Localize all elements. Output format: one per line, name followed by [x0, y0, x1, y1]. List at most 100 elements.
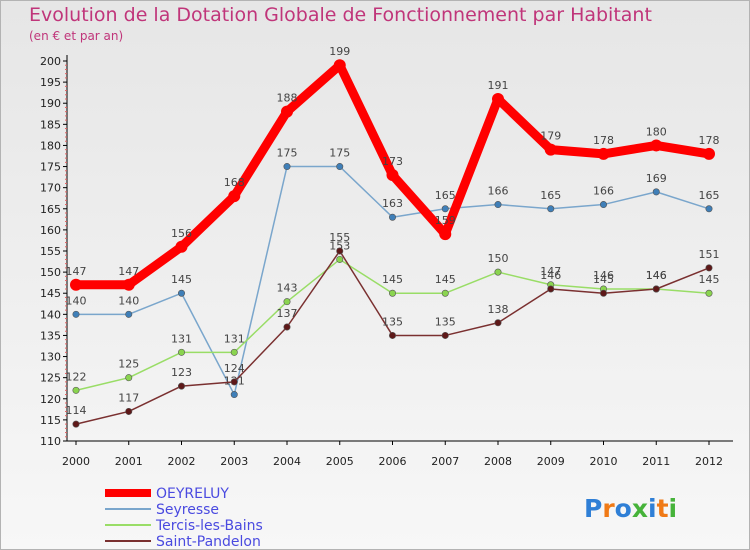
data-label-tercis-les-bains: 153	[329, 239, 350, 252]
data-point-saint-pandelon	[705, 264, 713, 272]
data-label-seyresse: 163	[382, 197, 403, 210]
data-point-seyresse	[388, 213, 396, 221]
x-tick-label: 2011	[642, 455, 670, 468]
data-point-oeyreluy	[703, 147, 715, 160]
x-tick-label: 2010	[590, 455, 618, 468]
data-label-saint-pandelon: 117	[118, 391, 139, 404]
x-tick-label: 2007	[431, 455, 459, 468]
data-label-seyresse: 166	[488, 185, 509, 198]
data-label-seyresse: 140	[118, 294, 139, 307]
data-label-tercis-les-bains: 146	[646, 269, 667, 282]
data-label-seyresse: 175	[277, 147, 298, 160]
data-point-oeyreluy	[228, 190, 241, 203]
y-tick-label: 135	[40, 329, 61, 342]
data-label-tercis-les-bains: 146	[593, 269, 614, 282]
data-point-seyresse	[72, 310, 80, 318]
data-label-oeyreluy: 179	[540, 130, 561, 143]
data-label-seyresse: 165	[540, 189, 561, 202]
data-point-seyresse	[283, 163, 291, 171]
x-tick-label: 2008	[484, 455, 512, 468]
data-point-saint-pandelon	[547, 285, 555, 293]
data-label-saint-pandelon: 138	[488, 303, 509, 316]
legend-label-seyresse: Seyresse	[156, 502, 219, 518]
x-tick-label: 2004	[273, 455, 301, 468]
data-label-oeyreluy: 147	[118, 265, 139, 278]
data-point-oeyreluy	[544, 143, 557, 156]
y-tick-label: 185	[40, 118, 61, 131]
data-point-tercis-les-bains	[388, 289, 396, 297]
x-tick-label: 2002	[168, 455, 196, 468]
data-point-saint-pandelon	[441, 331, 449, 339]
data-point-tercis-les-bains	[336, 255, 344, 263]
data-point-oeyreluy	[122, 278, 135, 291]
x-tick-label: 2006	[379, 455, 407, 468]
data-label-oeyreluy: 168	[224, 176, 245, 189]
y-tick-label: 190	[40, 97, 61, 110]
y-tick-label: 180	[40, 139, 61, 152]
data-label-tercis-les-bains: 145	[435, 273, 456, 286]
data-point-oeyreluy	[175, 240, 188, 253]
x-tick-label: 2009	[537, 455, 565, 468]
data-label-saint-pandelon: 135	[435, 315, 456, 328]
data-label-saint-pandelon: 146	[540, 269, 561, 282]
data-label-tercis-les-bains: 143	[277, 282, 298, 295]
data-point-saint-pandelon	[494, 319, 502, 327]
data-point-tercis-les-bains	[72, 386, 80, 394]
data-point-oeyreluy	[650, 139, 663, 152]
data-label-tercis-les-bains: 125	[118, 358, 139, 371]
x-tick-label: 2003	[220, 455, 248, 468]
data-label-saint-pandelon: 137	[277, 307, 298, 320]
chart-title: Evolution de la Dotation Globale de Fonc…	[29, 4, 652, 26]
data-label-saint-pandelon: 146	[646, 269, 667, 282]
data-point-saint-pandelon	[230, 378, 238, 386]
data-point-saint-pandelon	[388, 331, 396, 339]
data-point-tercis-les-bains	[230, 348, 238, 356]
data-label-oeyreluy: 180	[646, 125, 667, 138]
data-label-seyresse: 140	[66, 294, 87, 307]
data-point-seyresse	[125, 310, 133, 318]
data-label-saint-pandelon: 123	[171, 366, 192, 379]
data-point-saint-pandelon	[125, 407, 133, 415]
data-label-saint-pandelon: 151	[699, 248, 720, 261]
data-label-seyresse: 165	[699, 189, 720, 202]
data-point-saint-pandelon	[336, 247, 344, 255]
data-point-saint-pandelon	[652, 285, 660, 293]
data-label-seyresse: 169	[646, 172, 667, 185]
data-point-oeyreluy	[492, 93, 504, 105]
data-point-oeyreluy	[597, 147, 610, 160]
data-point-tercis-les-bains	[441, 289, 449, 297]
data-point-seyresse	[599, 201, 607, 209]
data-label-oeyreluy: 159	[435, 214, 456, 227]
data-label-oeyreluy: 199	[329, 45, 350, 58]
data-point-seyresse	[441, 205, 449, 213]
data-label-oeyreluy: 191	[488, 79, 509, 92]
y-tick-label: 125	[40, 372, 61, 385]
y-tick-label: 115	[40, 414, 61, 427]
data-label-seyresse: 145	[171, 273, 192, 286]
y-tick-label: 165	[40, 203, 61, 216]
data-label-seyresse: 165	[435, 189, 456, 202]
y-tick-label: 170	[40, 182, 61, 195]
data-label-seyresse: 175	[329, 147, 350, 160]
data-point-oeyreluy	[333, 59, 346, 72]
data-point-tercis-les-bains	[494, 268, 502, 276]
chart-subtitle: (en € et par an)	[29, 29, 124, 43]
proxiti-logo: Proxiti	[584, 494, 677, 523]
legend-label-oeyreluy: OEYRELUY	[156, 486, 229, 502]
data-label-oeyreluy: 147	[66, 265, 87, 278]
data-label-oeyreluy: 178	[593, 134, 614, 147]
data-label-saint-pandelon: 135	[382, 315, 403, 328]
y-tick-label: 150	[40, 266, 61, 279]
data-point-seyresse	[336, 163, 344, 171]
data-point-seyresse	[494, 201, 502, 209]
y-tick-label: 200	[40, 55, 61, 68]
y-tick-label: 145	[40, 287, 61, 300]
data-label-tercis-les-bains: 147	[540, 265, 561, 278]
data-point-seyresse	[230, 391, 238, 399]
data-label-tercis-les-bains: 131	[224, 332, 245, 345]
data-label-tercis-les-bains: 122	[66, 370, 87, 383]
data-label-oeyreluy: 188	[277, 92, 298, 105]
data-point-oeyreluy	[439, 228, 452, 241]
